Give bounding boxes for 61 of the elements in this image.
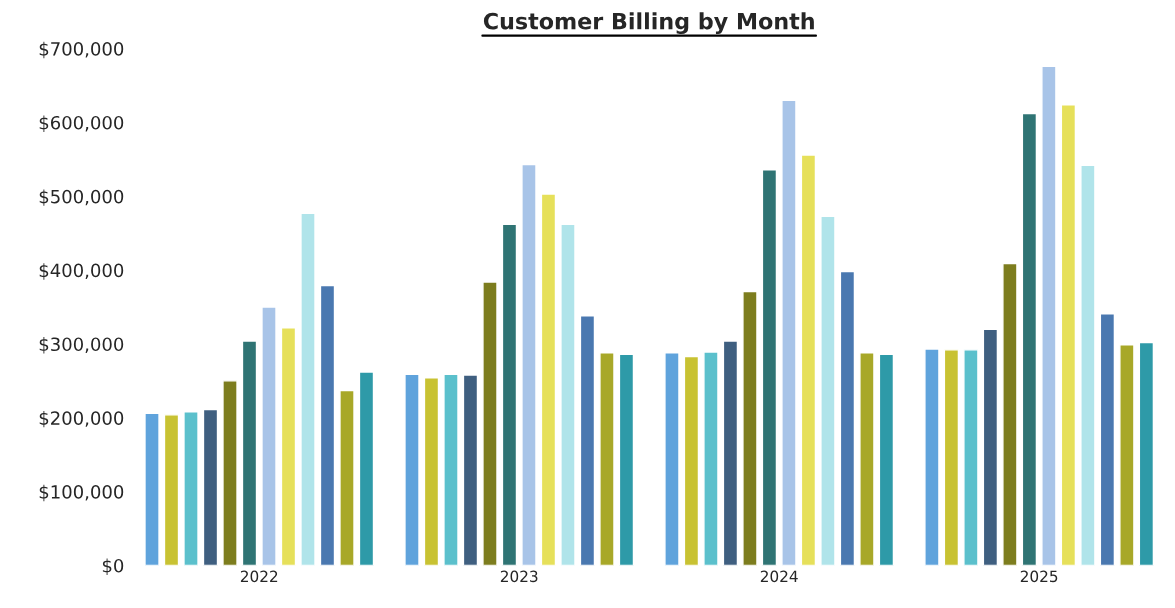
bar [722,340,739,566]
bar [761,169,778,566]
x-tick-label: 2023 [500,570,538,583]
bar [300,212,316,566]
bar [501,223,518,566]
bar [1041,65,1057,566]
bar [443,373,459,566]
chart-title: Customer Billing by Month [483,12,814,34]
bar [241,340,258,566]
bar [703,351,719,566]
bar [800,154,817,566]
bar [319,284,336,566]
bar [462,374,479,566]
y-tick-label: $0 [102,558,124,575]
bar [560,223,576,566]
bar [482,281,498,566]
y-tick-label: $500,000 [39,189,124,206]
bar [781,99,797,566]
bar [404,373,420,566]
bar [261,306,277,566]
bar [1002,262,1018,566]
y-tick-label: $700,000 [39,41,124,59]
bar [1099,312,1116,566]
y-tick-label: $100,000 [39,484,124,502]
bar [1021,112,1038,566]
bar [859,352,875,566]
bar [878,353,895,566]
x-tick-label: 2025 [1020,570,1058,583]
bar [924,348,940,566]
bar [183,411,199,566]
bar [163,414,180,566]
bar [1119,343,1135,566]
bar [820,215,836,566]
x-tick-label: 2024 [760,570,798,583]
bar [339,389,355,566]
bar [1080,164,1096,566]
y-tick-label: $200,000 [39,410,124,428]
bar [1060,104,1077,566]
bar [540,193,557,566]
bar [1138,341,1155,566]
bar [943,349,960,566]
bar [742,290,758,566]
bar [222,380,238,566]
bar [521,163,537,566]
bar [358,371,375,566]
bar [963,349,979,566]
bar [683,355,700,566]
bar [280,327,297,566]
y-tick-label: $300,000 [39,337,124,354]
bar [982,328,999,566]
bar [202,408,219,566]
bar [618,353,635,566]
bar [839,270,856,566]
bar [579,315,596,566]
bar [599,352,615,566]
y-tick-label: $400,000 [39,263,124,280]
bar [423,377,440,566]
y-tick-label: $600,000 [39,115,124,132]
bar [144,412,160,566]
bar [664,352,680,566]
x-tick-label: 2022 [240,570,278,583]
